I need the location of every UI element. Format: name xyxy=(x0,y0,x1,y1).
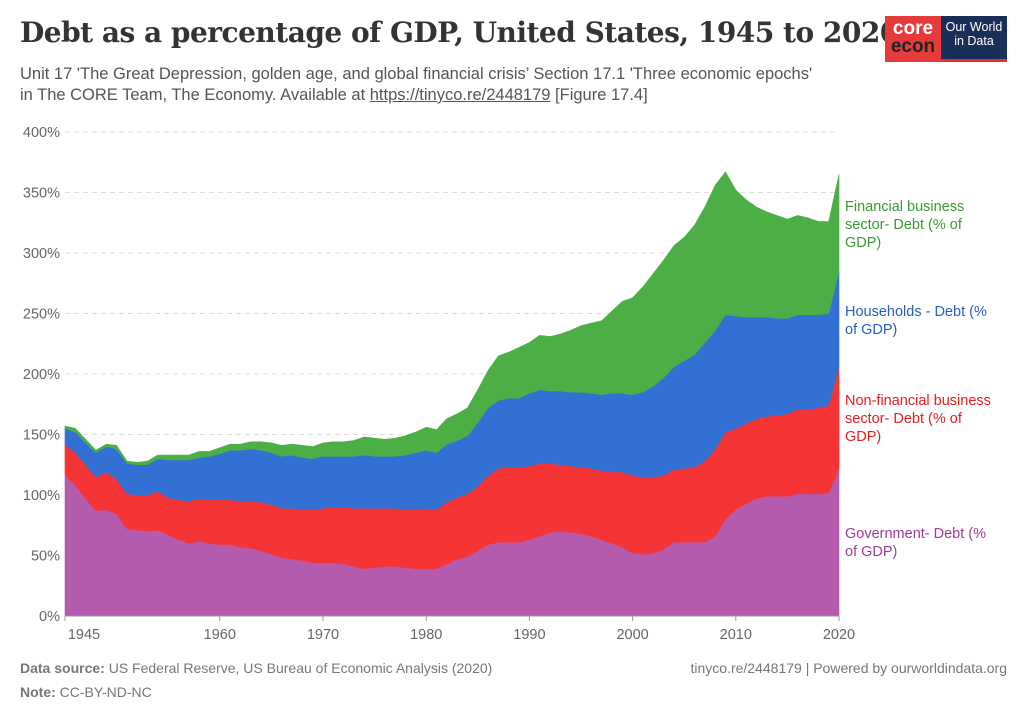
legend-nonfinancial: Non-financial business sector- Debt (% o… xyxy=(845,393,991,445)
source-text: US Federal Reserve, US Bureau of Economi… xyxy=(108,660,493,676)
legend-government: Government- Debt (% of GDP) xyxy=(845,526,987,560)
chart-subtitle: Unit 17 'The Great Depression, golden ag… xyxy=(20,64,820,106)
owid-logo: Our World in Data xyxy=(941,16,1007,62)
y-tick-label: 400% xyxy=(23,125,60,141)
footer-credits[interactable]: tinyco.re/2448179 | Powered by ourworldi… xyxy=(690,660,1008,676)
y-tick-label: 300% xyxy=(23,246,60,262)
y-tick-label: 150% xyxy=(23,428,60,444)
y-tick-label: 50% xyxy=(31,549,60,565)
subtitle-figure-ref: [Figure 17.4] xyxy=(550,86,648,104)
subtitle-text: Unit 17 'The Great Depression, golden ag… xyxy=(20,65,813,104)
footer-source: Data source: US Federal Reserve, US Bure… xyxy=(20,660,492,676)
y-tick-label: 200% xyxy=(23,367,60,383)
x-tick-label: 1945 xyxy=(68,627,100,643)
x-tick-label: 2020 xyxy=(823,627,855,643)
area-series-3 xyxy=(64,171,840,466)
core-econ-logo: core econ xyxy=(885,16,941,62)
legend-households: Households - Debt (% of GDP) xyxy=(845,304,987,338)
note-text: CC-BY-ND-NC xyxy=(59,684,152,700)
source-label: Data source: xyxy=(20,660,105,676)
x-tick-label: 1970 xyxy=(307,627,339,643)
logo: core econ Our World in Data xyxy=(885,16,1007,62)
legend-financial: Financial business sector- Debt (% of GD… xyxy=(845,199,965,251)
source-link[interactable]: https://tinyco.re/2448179 xyxy=(369,86,551,104)
footer-note: Note: CC-BY-ND-NC xyxy=(20,684,152,700)
chart-title: Debt as a percentage of GDP, United Stat… xyxy=(20,16,899,49)
x-tick-label: 1980 xyxy=(410,627,442,643)
x-tick-label: 2000 xyxy=(616,627,648,643)
y-tick-label: 250% xyxy=(23,307,60,323)
x-tick-label: 1960 xyxy=(204,627,236,643)
x-tick-label: 2010 xyxy=(720,627,752,643)
note-label: Note: xyxy=(20,684,56,700)
y-tick-label: 100% xyxy=(23,488,60,504)
y-tick-label: 350% xyxy=(23,186,60,202)
x-tick-label: 1990 xyxy=(513,627,545,643)
y-tick-label: 0% xyxy=(39,609,60,625)
